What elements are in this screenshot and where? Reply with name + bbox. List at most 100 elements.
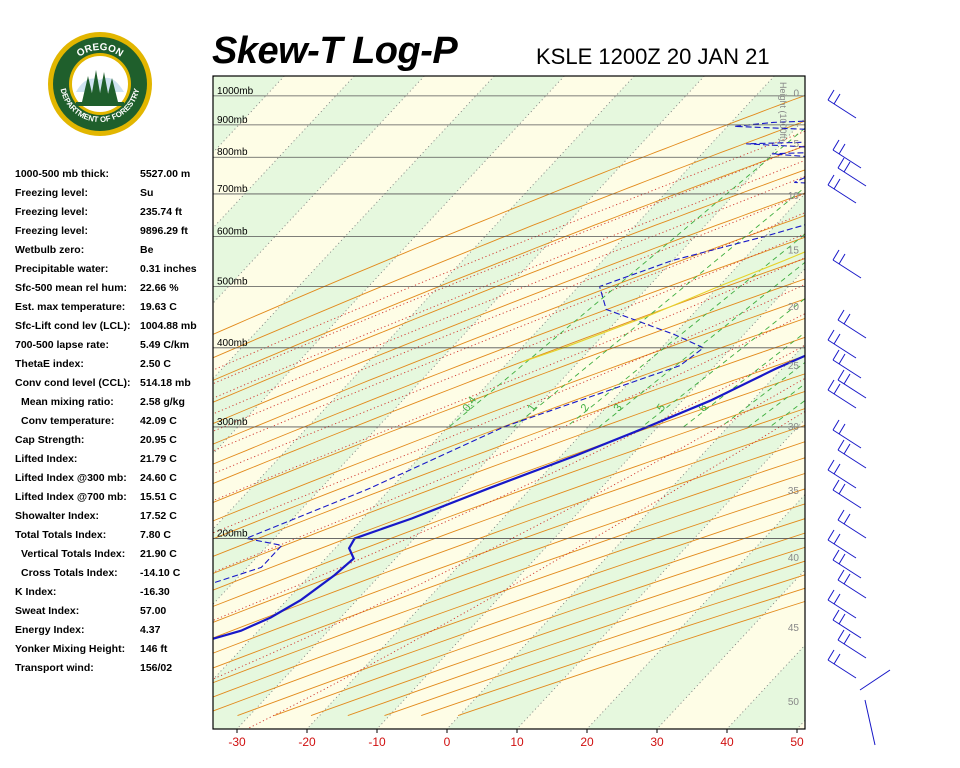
wind-barb-staff bbox=[827, 389, 857, 409]
index-value: 15.51 C bbox=[140, 491, 177, 503]
index-label: Energy Index: bbox=[15, 624, 85, 636]
wind-barb-flag bbox=[843, 573, 851, 585]
mixing-ratio-label: 8 bbox=[697, 402, 710, 414]
index-label: Mean mixing ratio: bbox=[21, 396, 114, 408]
index-value: 4.37 bbox=[140, 624, 161, 636]
index-label: Lifted Index @700 mb: bbox=[15, 491, 127, 503]
wind-barb-flag bbox=[832, 549, 840, 561]
index-row: Sweat Index: 57.00 bbox=[15, 605, 205, 624]
dry-adiabat bbox=[213, 336, 805, 557]
logo-seal: OREGON DEPARTMENT OF FORESTRY bbox=[48, 32, 152, 136]
wind-barb-staff bbox=[827, 659, 857, 679]
height-tick-label: 15 bbox=[788, 246, 800, 257]
index-value: 0.31 inches bbox=[140, 263, 197, 275]
wind-barb-flag bbox=[832, 249, 840, 261]
mixing-ratio-label: 3 bbox=[611, 402, 624, 414]
isotherm-line bbox=[213, 76, 495, 380]
index-label: Cap Strength: bbox=[15, 434, 85, 446]
dry-adiabat bbox=[213, 424, 805, 639]
isotherm-line bbox=[213, 76, 705, 605]
index-row: 1000-500 mb thick: 5527.00 m bbox=[15, 168, 205, 187]
wind-barb-staff bbox=[837, 449, 867, 469]
wind-barb-flag bbox=[832, 609, 840, 621]
wind-barb-flag bbox=[837, 509, 845, 521]
isotherm-line bbox=[213, 76, 635, 530]
wind-barb-flag bbox=[833, 533, 841, 545]
wind-barb-staff bbox=[827, 469, 857, 489]
index-row: Conv temperature: 42.09 C bbox=[15, 415, 205, 434]
sounding-dewpoint-line bbox=[213, 120, 805, 584]
index-label: Cross Totals Index: bbox=[21, 567, 118, 579]
wind-barb-flag bbox=[827, 589, 835, 601]
wind-barb-flag bbox=[833, 593, 841, 605]
index-row: Wetbulb zero: Be bbox=[15, 244, 205, 263]
x-axis-tick-label: 30 bbox=[650, 735, 664, 749]
wind-barbs bbox=[827, 89, 891, 746]
index-value: Be bbox=[140, 244, 154, 256]
mixing-ratio-line bbox=[448, 127, 805, 428]
x-axis-tick-label: -20 bbox=[298, 735, 316, 749]
index-label: Wetbulb zero: bbox=[15, 244, 85, 256]
index-value: 2.50 C bbox=[140, 358, 171, 370]
index-value: 22.66 % bbox=[140, 282, 179, 294]
dry-adiabat bbox=[213, 192, 805, 425]
wind-barb-flag bbox=[838, 253, 846, 265]
height-tick-label: 35 bbox=[788, 486, 800, 497]
index-label: Freezing level: bbox=[15, 225, 88, 237]
index-row: Lifted Index @300 mb: 24.60 C bbox=[15, 472, 205, 491]
dry-adiabat bbox=[213, 257, 805, 485]
index-label: Yonker Mixing Height: bbox=[15, 643, 126, 655]
height-tick-label: 25 bbox=[788, 361, 800, 372]
pressure-level-label: 900mb bbox=[217, 115, 248, 126]
index-label: Total Totals Index: bbox=[15, 529, 107, 541]
x-axis-tick-label: 10 bbox=[510, 735, 524, 749]
wind-barb-flag bbox=[832, 139, 840, 151]
mixing-ratio-line bbox=[513, 186, 805, 428]
pressure-level-label: 1000mb bbox=[217, 86, 254, 97]
index-row: Yonker Mixing Height: 146 ft bbox=[15, 643, 205, 662]
index-value: 21.90 C bbox=[140, 548, 177, 560]
wind-barb-flag bbox=[837, 439, 845, 451]
wind-barb-flag bbox=[837, 309, 845, 321]
chart-title: Skew-T Log-P bbox=[212, 30, 458, 72]
isotherm-band bbox=[213, 76, 285, 153]
mixing-ratio-line bbox=[720, 361, 805, 428]
index-value: 17.52 C bbox=[140, 510, 177, 522]
index-value: 1004.88 mb bbox=[140, 320, 197, 332]
index-value: 57.00 bbox=[140, 605, 167, 617]
dry-adiabat bbox=[213, 94, 805, 335]
isotherm-line bbox=[213, 76, 565, 455]
index-row: Lifted Index @700 mb: 15.51 C bbox=[15, 491, 205, 510]
isotherm-band bbox=[727, 645, 805, 729]
index-label: K Index: bbox=[15, 586, 57, 598]
wind-barb-staff bbox=[837, 579, 867, 599]
isotherm-line bbox=[213, 76, 425, 304]
wind-barb-staff bbox=[832, 149, 862, 169]
mixing-ratio-line bbox=[598, 261, 805, 428]
index-value: 156/02 bbox=[140, 662, 173, 674]
index-row: ThetaE index: 2.50 C bbox=[15, 358, 205, 377]
index-label: Sfc-Lift cond lev (LCL): bbox=[15, 320, 131, 332]
x-axis-tick-label: 50 bbox=[790, 735, 804, 749]
sounding-parcel-line bbox=[522, 251, 805, 363]
index-value: 235.74 ft bbox=[140, 206, 183, 218]
index-value: 42.09 C bbox=[140, 415, 177, 427]
wind-barb-flag bbox=[827, 649, 835, 661]
index-label: Conv cond level (CCL): bbox=[15, 377, 131, 389]
index-row: Transport wind: 156/02 bbox=[15, 662, 205, 681]
isotherm-line bbox=[0, 76, 144, 729]
index-value: 514.18 mb bbox=[140, 377, 191, 389]
index-row: Freezing level: 9896.29 ft bbox=[15, 225, 205, 244]
wind-barb-staff bbox=[827, 599, 857, 619]
isotherm-line bbox=[867, 76, 960, 729]
index-value: -16.30 bbox=[140, 586, 170, 598]
wind-barb-staff bbox=[837, 519, 867, 539]
mixing-ratio-label: 5 bbox=[655, 402, 668, 414]
x-axis-tick-label: -30 bbox=[228, 735, 246, 749]
wind-barb-flag bbox=[832, 479, 840, 491]
index-row: Mean mixing ratio: 2.58 g/kg bbox=[15, 396, 205, 415]
isotherm-band bbox=[587, 494, 805, 729]
index-label: Lifted Index: bbox=[15, 453, 78, 465]
x-axis-tick-label: 0 bbox=[444, 735, 451, 749]
pressure-level-label: 200mb bbox=[217, 528, 248, 539]
